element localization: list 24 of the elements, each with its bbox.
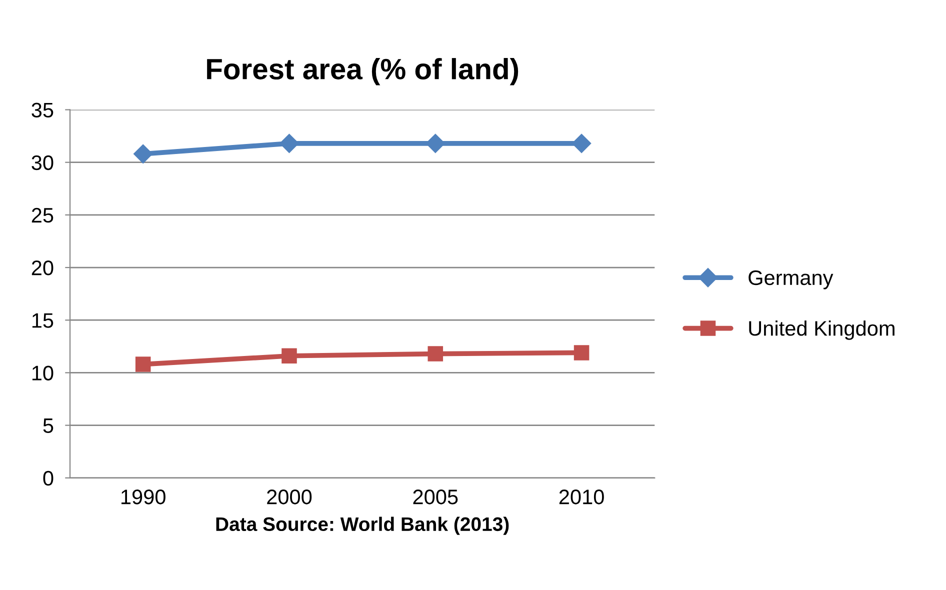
x-axis-title: Data Source: World Bank (2013) bbox=[216, 516, 509, 535]
x-tick-label: 2000 bbox=[267, 490, 312, 504]
y-tick-label: 25 bbox=[32, 208, 54, 223]
point bbox=[428, 346, 444, 362]
y-tick-label: 30 bbox=[32, 155, 54, 170]
x-tick-label: 2005 bbox=[413, 490, 458, 504]
y-tick-label: 15 bbox=[32, 313, 54, 328]
y-tick-label: 10 bbox=[32, 366, 54, 380]
y-tick-label: 35 bbox=[32, 102, 54, 118]
y-tick-label: 20 bbox=[32, 260, 54, 276]
y-tick-label: 0 bbox=[43, 470, 54, 486]
point bbox=[135, 356, 151, 372]
chart-title: Forest area (% of land) bbox=[207, 58, 518, 86]
legend-label: United Kingdom bbox=[749, 320, 894, 340]
x-tick-label: 1990 bbox=[122, 490, 166, 504]
legend-label: Germany bbox=[748, 270, 834, 290]
y-tick-label: 5 bbox=[43, 418, 54, 434]
point bbox=[282, 348, 297, 364]
point bbox=[574, 345, 590, 360]
point bbox=[572, 134, 592, 153]
point bbox=[426, 134, 445, 153]
point bbox=[134, 144, 153, 164]
point bbox=[280, 134, 299, 153]
x-tick-label: 2010 bbox=[559, 490, 604, 504]
